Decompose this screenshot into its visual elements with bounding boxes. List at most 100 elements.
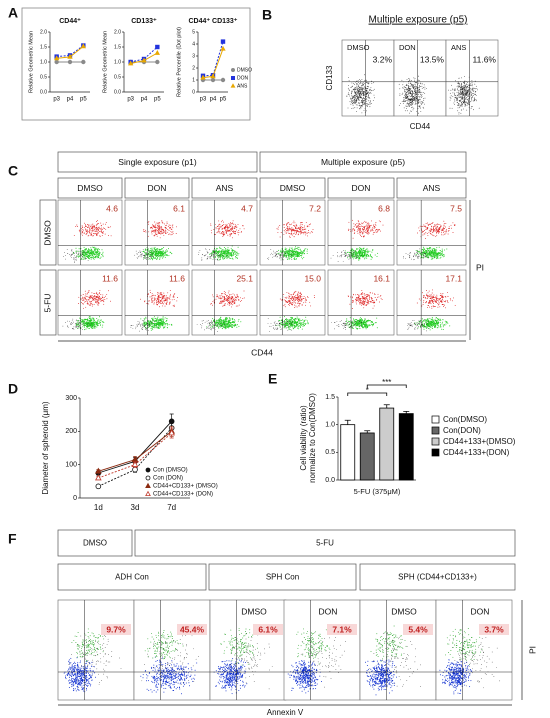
header-box	[57, 177, 123, 199]
bar	[398, 413, 414, 481]
chart-title: CD44⁺ CD133⁺	[188, 18, 237, 25]
event-dots	[267, 318, 293, 333]
y-tick-label: 1.0	[114, 59, 121, 65]
plot-value: 6.1	[173, 203, 185, 213]
x-tick-label: p3	[53, 97, 60, 103]
significance-bracket	[347, 392, 388, 396]
header-box	[134, 529, 516, 557]
data-point	[81, 59, 86, 65]
event-dots	[213, 658, 248, 695]
data-point	[132, 466, 138, 473]
panel-letter: B	[262, 7, 272, 23]
data-point	[220, 45, 226, 51]
header-box	[124, 177, 190, 199]
header-box	[57, 563, 207, 591]
plot-label: DON	[319, 606, 338, 616]
panel-letter: D	[8, 381, 18, 397]
event-dots	[298, 632, 346, 688]
header-label: Single exposure (p1)	[118, 157, 197, 167]
legend-marker	[230, 76, 235, 81]
x-tick-label: 7d	[167, 503, 176, 512]
event-dots	[345, 317, 378, 330]
y-tick-label: 4	[192, 41, 195, 47]
plot-percent: 13.5%	[420, 54, 445, 64]
x-axis-label: CD44	[251, 347, 273, 357]
panel-a-frame	[21, 7, 251, 121]
panel-title: Multiple exposure (p5)	[369, 15, 468, 26]
event-dots	[370, 625, 409, 662]
event-dots	[142, 246, 173, 261]
event-dots	[347, 289, 383, 309]
data-point	[210, 77, 216, 83]
data-point	[155, 59, 160, 65]
plot-percent: 6.1%	[258, 624, 278, 634]
header-label: DON	[148, 183, 167, 193]
event-dots	[346, 74, 376, 114]
data-point	[220, 77, 226, 83]
row-header-box	[39, 199, 57, 266]
error-bar	[383, 404, 390, 409]
y-tick-label: 1.5	[40, 44, 47, 50]
flow-plot-frame	[327, 269, 395, 336]
panel-letter: E	[268, 371, 277, 387]
plot-percent: 5.4%	[408, 624, 428, 634]
x-axis-label: 5-FU (375μM)	[354, 487, 401, 496]
data-point	[220, 39, 226, 44]
percent-highlight	[177, 624, 207, 635]
plot-label: DMSO	[241, 606, 267, 616]
event-dots	[368, 633, 421, 687]
event-dots	[287, 660, 323, 694]
y-axis-label: Cell viability (ratio)	[299, 405, 308, 471]
data-point	[200, 74, 206, 80]
plot-percent: 3.7%	[484, 624, 504, 634]
header-box	[208, 563, 357, 591]
x-tick-label: p4	[67, 97, 74, 103]
y-axis-label: normalize to Con(DMSO)	[308, 393, 317, 483]
header-box	[396, 177, 467, 199]
event-dots	[143, 220, 177, 239]
y-tick-label: 1.0	[325, 422, 335, 429]
y-axis-label: Relative Percentile (Dot plot)	[176, 27, 182, 97]
error-bar	[344, 419, 351, 425]
legend-label: DON	[237, 75, 249, 81]
plot-value: 7.2	[309, 203, 321, 213]
legend-swatch	[431, 415, 440, 424]
series-line	[202, 41, 224, 77]
y-tick-label: 0	[192, 89, 195, 95]
plot-value: 11.6	[102, 273, 118, 283]
flow-plot-frame	[209, 599, 287, 701]
bar	[379, 407, 395, 481]
data-point	[154, 50, 160, 55]
y-tick-label: 1.5	[114, 44, 121, 50]
plot-value: 11.6	[169, 273, 185, 283]
header-box	[259, 151, 467, 173]
flow-plot-frame	[435, 599, 513, 701]
legend-marker	[145, 475, 151, 481]
legend-marker	[145, 490, 151, 496]
legend-label: Con (DON)	[153, 476, 183, 482]
bar	[359, 432, 375, 481]
header-box	[57, 529, 133, 557]
event-dots	[75, 316, 105, 331]
flow-plot-frame	[133, 599, 211, 701]
percent-highlight	[403, 624, 433, 635]
legend-label: ANS	[237, 83, 248, 89]
chart-title: CD44⁺	[59, 18, 81, 25]
y-axis-label: CD133	[325, 65, 334, 90]
event-dots	[398, 75, 427, 114]
data-point	[141, 57, 147, 63]
header-label: ADH Con	[115, 573, 149, 582]
data-point	[128, 60, 134, 66]
legend-label: CD44+133+(DMSO)	[443, 437, 516, 446]
x-tick-label: p3	[200, 97, 207, 103]
series-line	[56, 45, 84, 58]
plot-percent: 3.2%	[373, 54, 393, 64]
event-dots	[141, 635, 199, 686]
header-box	[327, 177, 395, 199]
x-tick-label: p4	[210, 97, 217, 103]
x-tick-label: 3d	[131, 503, 140, 512]
chart-title: CD133⁺	[131, 18, 157, 25]
legend-label: CD44+CD133+ (DMSO)	[153, 484, 218, 490]
event-dots	[134, 249, 158, 260]
header-label: Multiple exposure (p5)	[321, 157, 405, 167]
